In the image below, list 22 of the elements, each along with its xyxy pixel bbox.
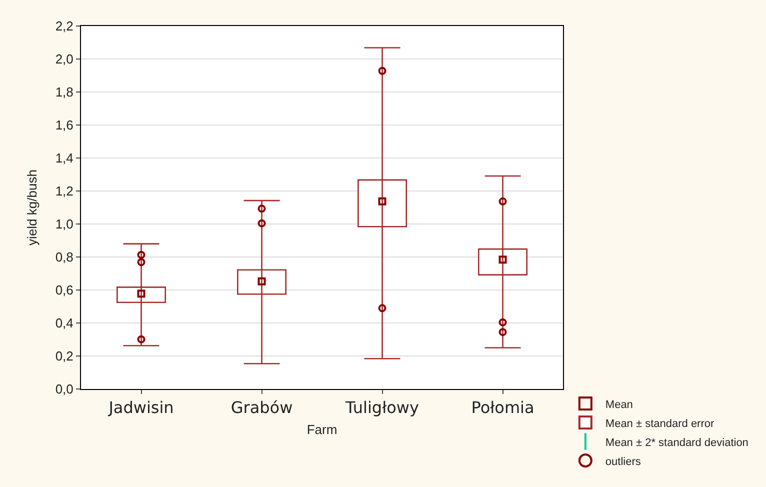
y-tick-label: 1,8 (55, 84, 74, 100)
y-tick-label: 0,0 (55, 382, 74, 397)
y-tick-label: 0,4 (55, 316, 74, 331)
legend-label: Mean ± standard error (605, 418, 714, 430)
legend-label: Mean (605, 398, 633, 411)
x-tick-label: Jadwisin (108, 398, 174, 418)
y-tick-label: 0,8 (55, 250, 74, 265)
y-tick-label: 1,2 (55, 184, 74, 199)
x-tick-label: Połomia (471, 398, 534, 418)
y-axis-title: yield kg/bush (24, 170, 40, 246)
x-tick-label: Tuligłowy (344, 398, 419, 418)
y-tick-label: 0,2 (55, 348, 74, 364)
text: Mean ± 2* standard deviation (605, 436, 748, 449)
y-tick-label: 1,4 (55, 150, 74, 166)
y-tick-label: 0,6 (55, 282, 74, 298)
x-tick-label: Grabów (230, 398, 293, 418)
y-tick-label: 1,6 (55, 118, 74, 133)
x-axis-title: Farm (306, 422, 338, 437)
y-tick-label: 2,0 (55, 52, 74, 67)
y-tick-label: 1,0 (55, 216, 74, 232)
legend-label: outliers (605, 456, 642, 468)
y-tick-label: 2,2 (55, 18, 74, 34)
